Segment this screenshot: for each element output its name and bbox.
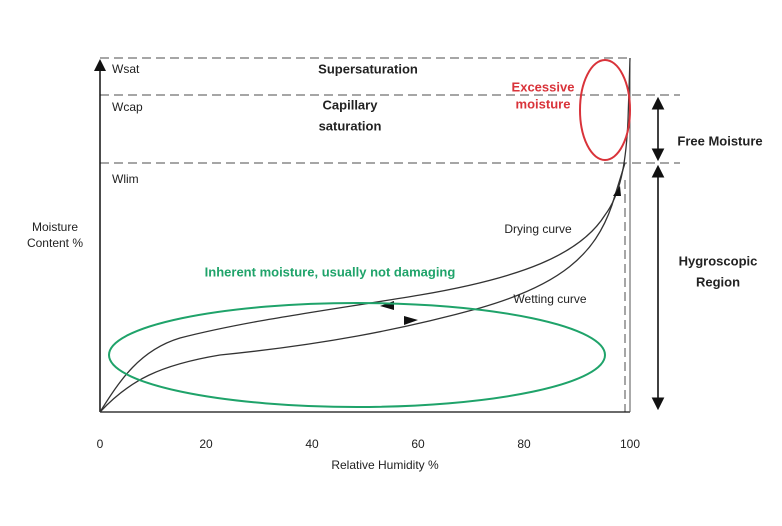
curve-label: Wetting curve — [513, 292, 586, 306]
x-tick-label: 40 — [305, 437, 319, 451]
inherent-label: Inherent moisture, usually not damaging — [205, 264, 456, 279]
hygroscopic-label: Hygroscopic — [679, 253, 758, 268]
excessive-label: Excessive — [512, 79, 575, 94]
curve-arrow — [613, 186, 621, 196]
curve-label: Drying curve — [504, 222, 572, 236]
region-label: Supersaturation — [318, 61, 418, 76]
wetting-curve — [99, 162, 626, 413]
level-label: Wlim — [112, 172, 139, 186]
x-tick-label: 60 — [411, 437, 425, 451]
hygroscopic-label: Region — [696, 274, 740, 289]
level-lines — [100, 57, 680, 412]
x-tick-label: 20 — [199, 437, 213, 451]
y-axis-label: Content % — [27, 236, 83, 250]
excessive-ellipse — [579, 59, 631, 161]
x-tick-label: 100 — [620, 437, 640, 451]
inherent-ellipse — [108, 302, 606, 408]
region-label: Capillary — [323, 97, 379, 112]
level-label: Wsat — [112, 62, 140, 76]
x-axis-label: Relative Humidity % — [331, 458, 439, 472]
wetting-arrow — [404, 316, 418, 325]
free-moisture-label: Free Moisture — [677, 133, 762, 148]
x-tick-label: 80 — [517, 437, 531, 451]
x-tick-label: 0 — [97, 437, 104, 451]
level-label: Wcap — [112, 100, 143, 114]
excessive-label: moisture — [516, 96, 571, 111]
y-axis-label: Moisture — [32, 220, 78, 234]
region-label: saturation — [319, 118, 382, 133]
